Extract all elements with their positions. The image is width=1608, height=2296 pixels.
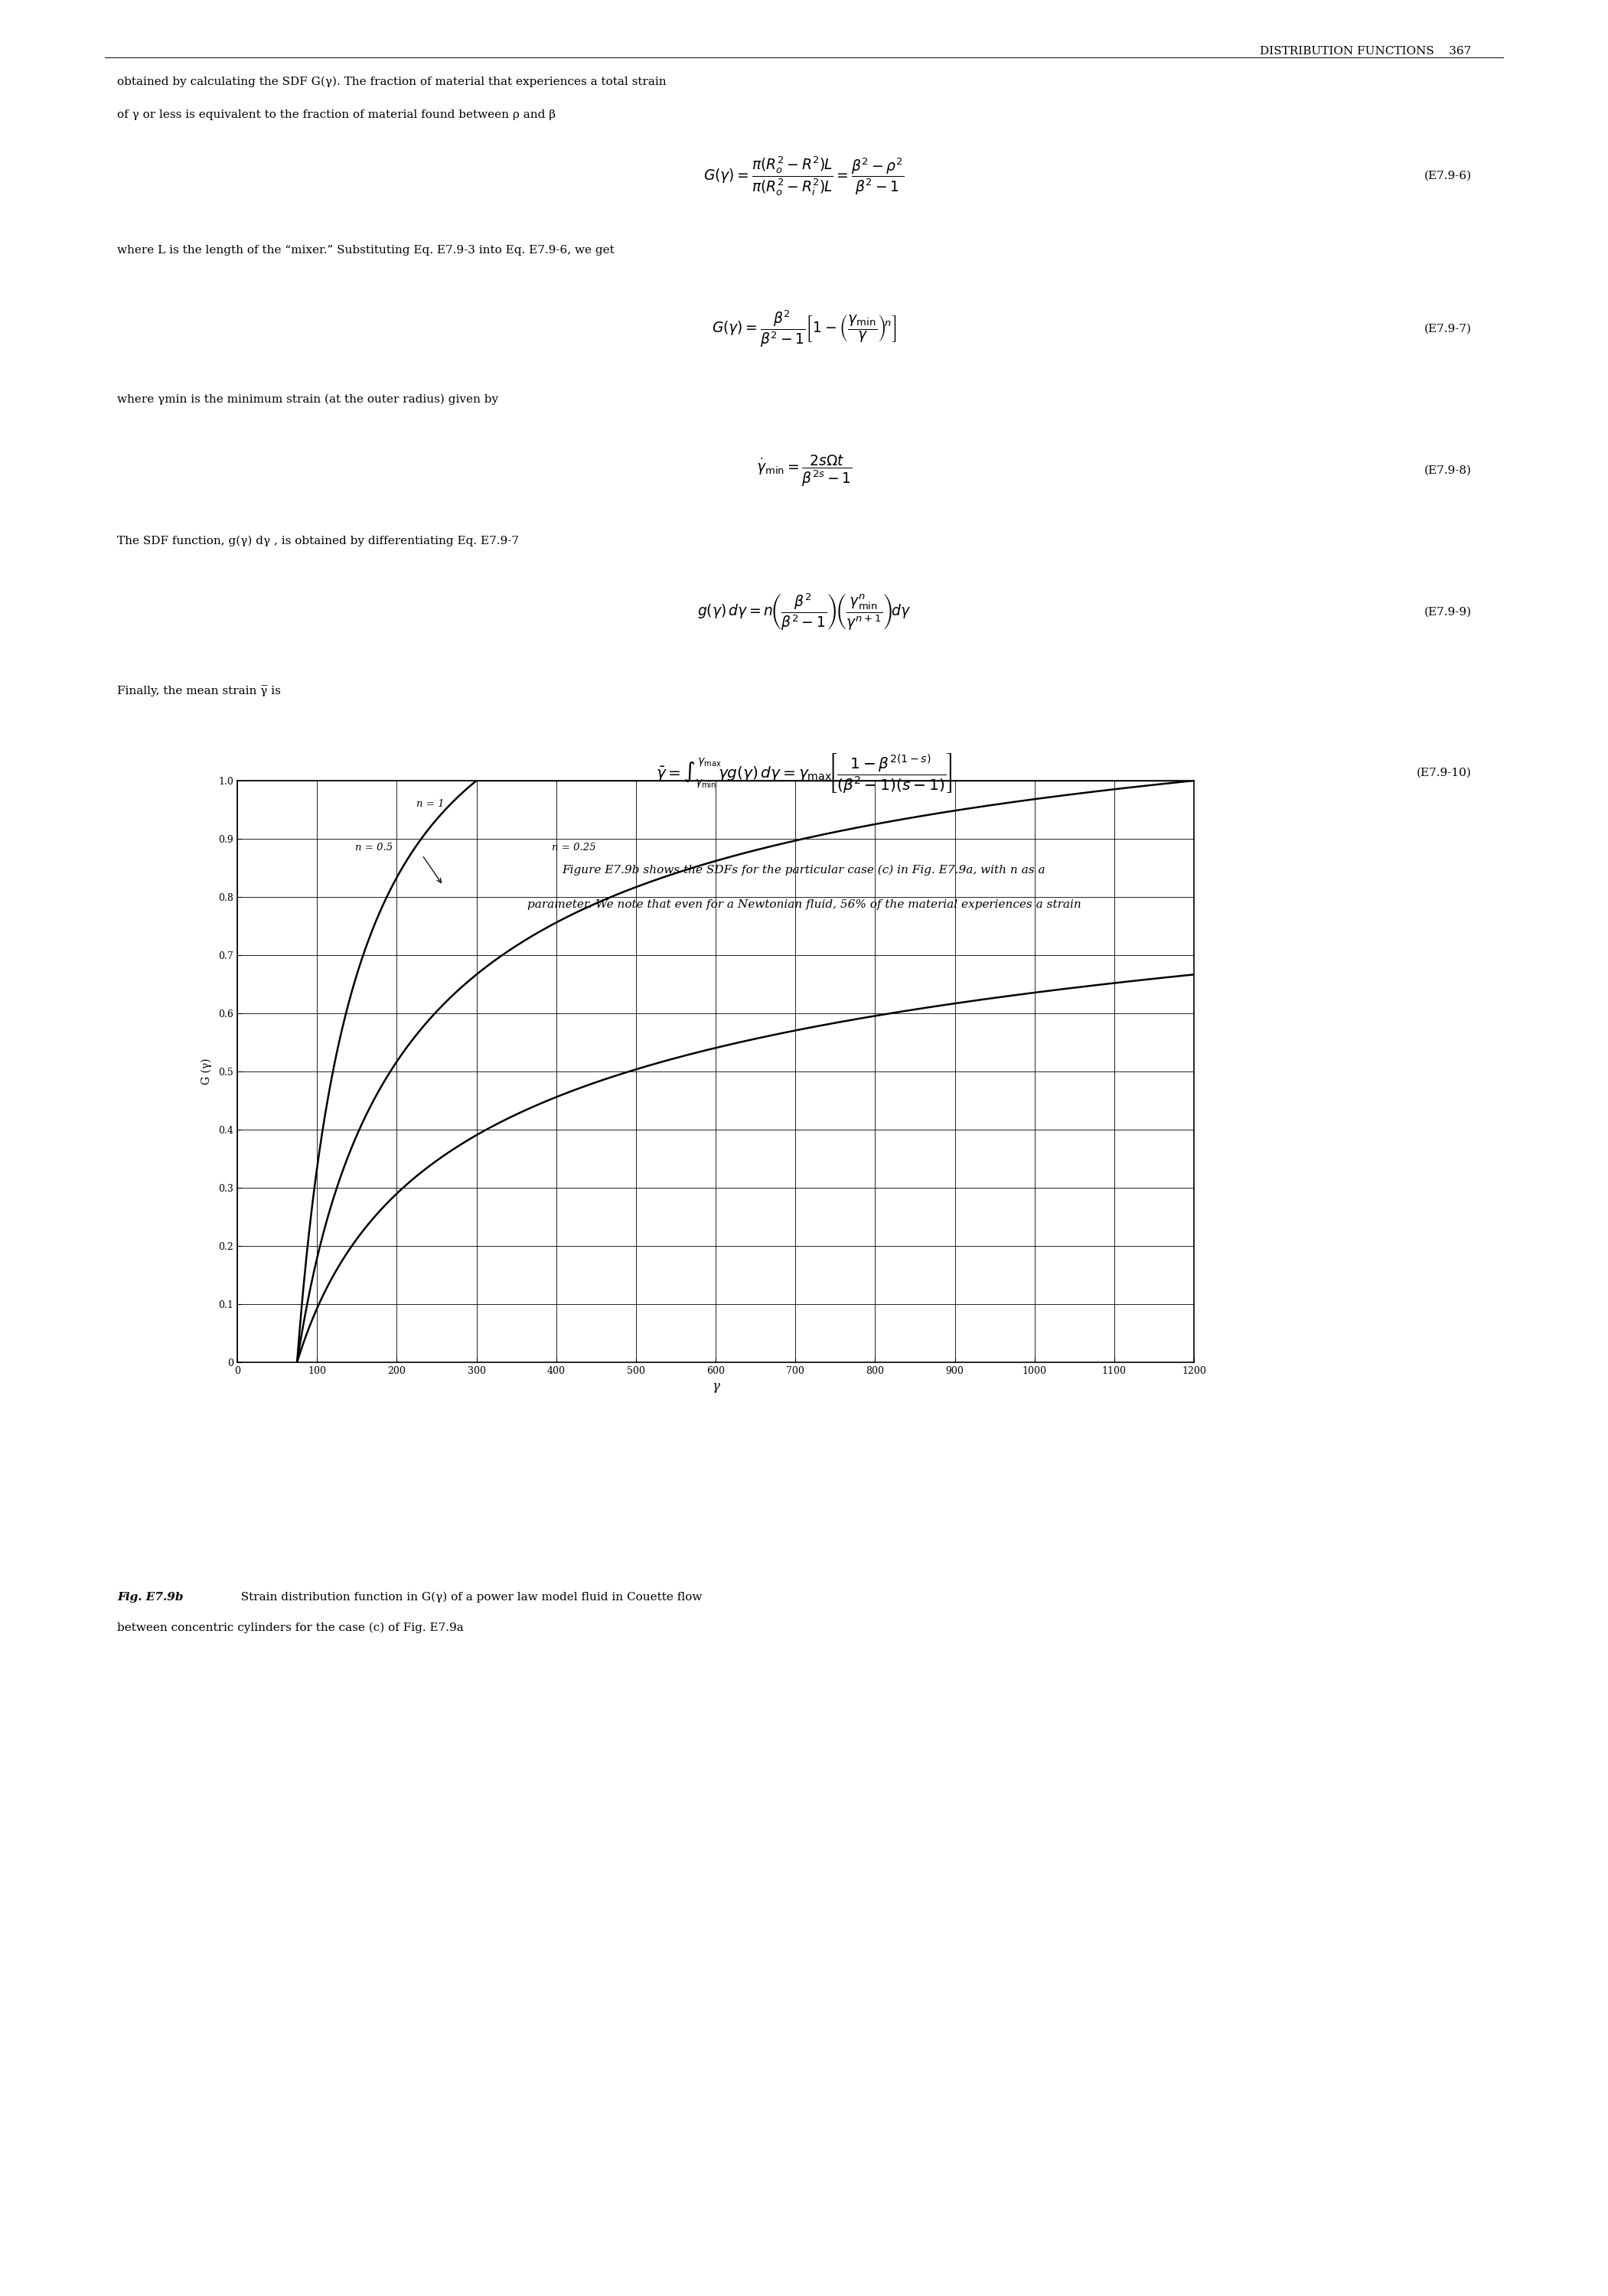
Text: DISTRIBUTION FUNCTIONS    367: DISTRIBUTION FUNCTIONS 367 <box>1261 46 1471 57</box>
Text: $\bar{\gamma} = \int_{\gamma_{\mathrm{min}}}^{\gamma_{\mathrm{max}}} \!\gamma g(: $\bar{\gamma} = \int_{\gamma_{\mathrm{mi… <box>656 751 952 794</box>
Text: The SDF function, g(γ) dγ , is obtained by differentiating Eq. E7.9-7: The SDF function, g(γ) dγ , is obtained … <box>117 535 519 546</box>
Text: obtained by calculating the SDF G(γ). The fraction of material that experiences : obtained by calculating the SDF G(γ). Th… <box>117 76 667 87</box>
Text: (E7.9-10): (E7.9-10) <box>1417 767 1471 778</box>
Text: n = 0.25: n = 0.25 <box>552 843 597 852</box>
Text: (E7.9-7): (E7.9-7) <box>1423 324 1471 335</box>
Y-axis label: G (γ): G (γ) <box>201 1058 212 1084</box>
Text: Fig. E7.9b: Fig. E7.9b <box>117 1591 183 1603</box>
Text: $g(\gamma)\,d\gamma = n\!\left(\dfrac{\beta^2}{\beta^2-1}\right)\!\left(\dfrac{\: $g(\gamma)\,d\gamma = n\!\left(\dfrac{\b… <box>696 592 912 631</box>
Text: Finally, the mean strain γ̅ is: Finally, the mean strain γ̅ is <box>117 684 281 696</box>
Text: (E7.9-8): (E7.9-8) <box>1423 466 1471 475</box>
Text: $\dot{\gamma}_{\mathrm{min}} = \dfrac{2s\Omega t}{\beta^{2s} - 1}$: $\dot{\gamma}_{\mathrm{min}} = \dfrac{2s… <box>756 452 852 489</box>
Text: between concentric cylinders for the case (c) of Fig. E7.9a: between concentric cylinders for the cas… <box>117 1623 463 1632</box>
Text: (E7.9-6): (E7.9-6) <box>1423 170 1471 181</box>
Text: n = 1: n = 1 <box>416 799 444 808</box>
Text: where γmin is the minimum strain (at the outer radius) given by: where γmin is the minimum strain (at the… <box>117 395 498 404</box>
Text: parameter. We note that even for a Newtonian fluid, 56% of the material experien: parameter. We note that even for a Newto… <box>527 900 1081 909</box>
Text: $G(\gamma) = \dfrac{\pi(R_o^2 - R^2)L}{\pi(R_o^2 - R_i^2)L} = \dfrac{\beta^2 - \: $G(\gamma) = \dfrac{\pi(R_o^2 - R^2)L}{\… <box>704 154 904 197</box>
Text: Strain distribution function in G(γ) of a power law model fluid in Couette flow: Strain distribution function in G(γ) of … <box>233 1591 701 1603</box>
Text: $G(\gamma) = \dfrac{\beta^2}{\beta^2 - 1}\left[1 - \left(\dfrac{\gamma_{\mathrm{: $G(\gamma) = \dfrac{\beta^2}{\beta^2 - 1… <box>711 310 897 349</box>
X-axis label: γ: γ <box>712 1380 719 1394</box>
Text: where L is the length of the “mixer.” Substituting Eq. E7.9-3 into Eq. E7.9-6, w: where L is the length of the “mixer.” Su… <box>117 246 614 255</box>
Text: n = 0.5: n = 0.5 <box>355 843 392 852</box>
Text: of γ or less is equivalent to the fraction of material found between ρ and β: of γ or less is equivalent to the fracti… <box>117 110 556 119</box>
Text: Figure E7.9b shows the SDFs for the particular case (c) in Fig. E7.9a, with n as: Figure E7.9b shows the SDFs for the part… <box>563 866 1045 875</box>
Text: (E7.9-9): (E7.9-9) <box>1423 606 1471 618</box>
